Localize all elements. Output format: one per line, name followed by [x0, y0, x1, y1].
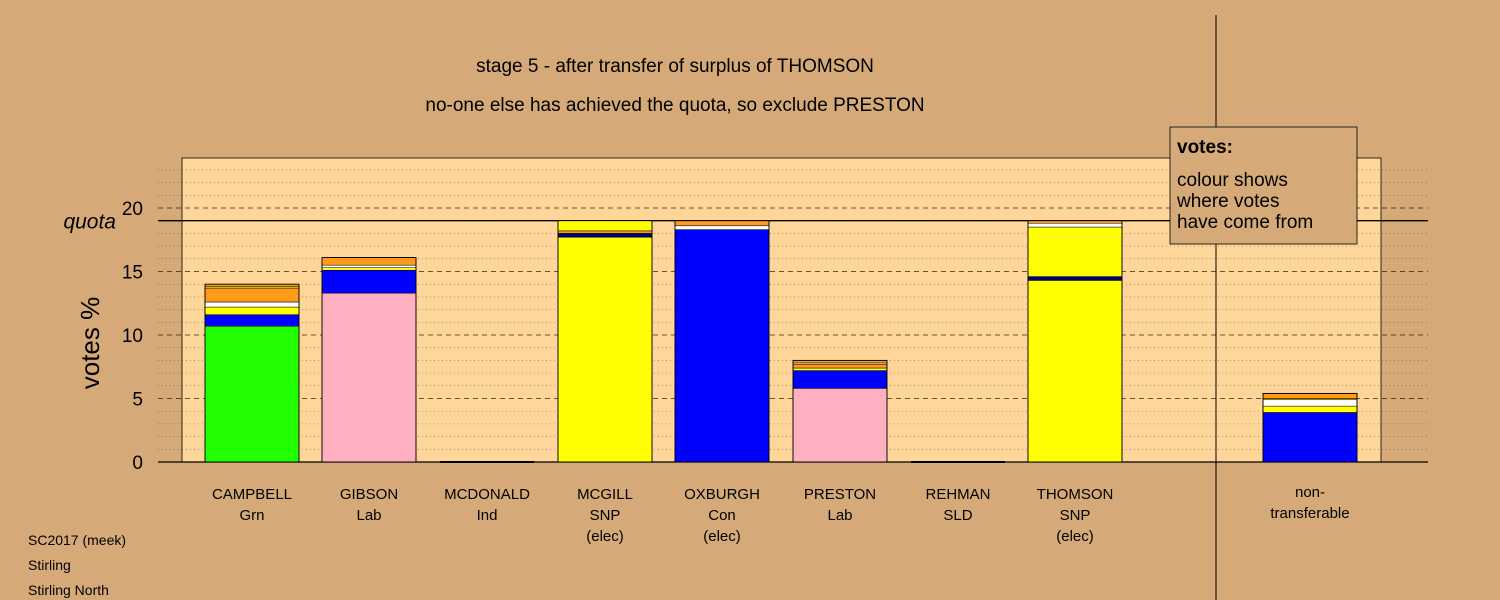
bar-segment	[1027, 280, 1123, 463]
bar-segment	[674, 229, 770, 463]
y-tick-label: 0	[132, 453, 143, 474]
bar-segment	[321, 257, 417, 266]
bar-segment	[792, 388, 888, 463]
bar-preston	[792, 359, 888, 463]
x-tick-label: Ind	[477, 507, 498, 524]
bar-segment	[204, 314, 300, 327]
bar-thomson	[1027, 220, 1123, 463]
x-tick-label: CAMPBELL	[212, 486, 292, 503]
y-axis: 0 5 10 15 20 quota	[63, 199, 143, 474]
bar-outline	[557, 220, 653, 463]
y-axis-label: votes %	[75, 297, 105, 390]
bar-segment	[557, 220, 653, 232]
bar-segment	[204, 287, 300, 303]
bar-segment	[321, 264, 417, 268]
bar-segment	[1262, 412, 1358, 463]
x-tick-label: (elec)	[586, 528, 624, 545]
bar-segment	[204, 325, 300, 463]
x-tick-label: transferable	[1270, 505, 1349, 522]
x-tick-label: Lab	[827, 507, 852, 524]
x-tick-label: GIBSON	[340, 486, 398, 503]
quota-label: quota	[63, 211, 116, 234]
x-tick-label: OXBURGH	[684, 486, 760, 503]
bar-mcgill	[557, 220, 653, 463]
bar-outline	[792, 359, 888, 463]
x-tick-label: PRESTON	[804, 486, 876, 503]
x-axis-labels: CAMPBELL Grn GIBSON Lab MCDONALD Ind MCGILL SNP…	[212, 484, 1350, 545]
bar-segment	[1262, 405, 1358, 413]
bar-segment	[792, 363, 888, 369]
legend-text: where votes	[1176, 191, 1279, 212]
bar-outline	[321, 257, 417, 463]
bar-segment	[204, 301, 300, 308]
bar-oxburgh	[674, 220, 770, 463]
bar-segment	[204, 306, 300, 315]
bar-segment	[557, 230, 653, 234]
bar-outline	[204, 283, 300, 463]
bar-segment	[1027, 276, 1123, 281]
footer-council: Stirling	[28, 557, 71, 573]
bar-segment	[557, 233, 653, 238]
bar-segment	[792, 370, 888, 389]
bar-segment	[1027, 222, 1123, 228]
bar-segment	[1027, 226, 1123, 277]
x-tick-label: MCDONALD	[444, 486, 530, 503]
y-tick-label: 15	[122, 263, 143, 284]
x-tick-label: non-	[1295, 484, 1325, 501]
x-tick-label: (elec)	[703, 528, 741, 545]
x-tick-label: (elec)	[1056, 528, 1094, 545]
x-tick-label: THOMSON	[1037, 486, 1114, 503]
x-tick-label: REHMAN	[925, 486, 990, 503]
footer-election: SC2017 (meek)	[28, 532, 127, 548]
bar-segment	[674, 220, 770, 227]
x-tick-label: Grn	[239, 507, 264, 524]
bar-segment	[792, 367, 888, 371]
x-tick-label: SNP	[1060, 507, 1091, 524]
bars	[204, 220, 1358, 463]
bar-segment	[321, 292, 417, 463]
bar-outline	[1027, 220, 1123, 463]
footer-ward: Stirling North	[28, 582, 109, 598]
bar-campbell	[204, 283, 300, 463]
bar-segment	[1262, 393, 1358, 399]
y-tick-label: 10	[122, 326, 143, 347]
bar-gibson	[321, 257, 417, 463]
legend-title: votes:	[1177, 137, 1233, 158]
legend-text: have come from	[1177, 212, 1313, 233]
bar-segment	[321, 269, 417, 294]
chart-title: stage 5 - after transfer of surplus of T…	[476, 56, 874, 77]
bar-segment	[321, 267, 417, 271]
x-tick-label: SNP	[590, 507, 621, 524]
x-tick-label: Lab	[356, 507, 381, 524]
bar-outline	[674, 220, 770, 463]
bar-segment	[557, 236, 653, 463]
bar-nontransferable	[1262, 392, 1358, 463]
chart-subtitle: no-one else has achieved the quota, so e…	[425, 95, 924, 116]
y-tick-label: 5	[132, 390, 143, 411]
legend-box	[1169, 126, 1358, 245]
legend-text: colour shows	[1177, 170, 1288, 191]
x-tick-label: MCGILL	[577, 486, 633, 503]
bar-outline	[1262, 392, 1358, 463]
x-tick-label: SLD	[943, 507, 972, 524]
bar-segment	[1262, 399, 1358, 407]
bar-segment	[674, 225, 770, 230]
x-tick-label: Con	[708, 507, 736, 524]
y-tick-label: 20	[122, 199, 143, 220]
